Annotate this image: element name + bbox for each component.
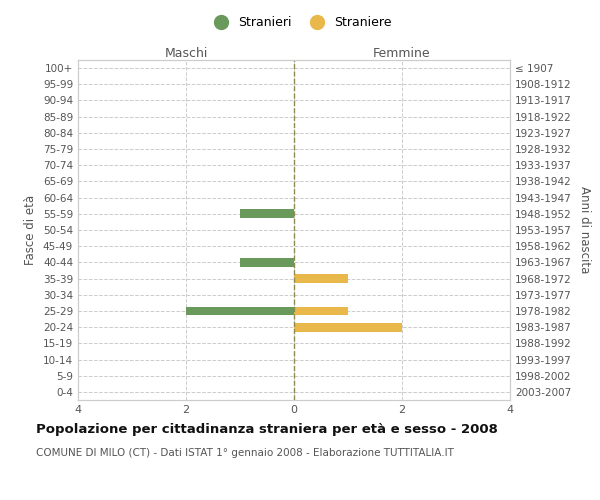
Bar bbox=[294, 274, 348, 283]
Text: Popolazione per cittadinanza straniera per età e sesso - 2008: Popolazione per cittadinanza straniera p… bbox=[36, 422, 498, 436]
Text: COMUNE DI MILO (CT) - Dati ISTAT 1° gennaio 2008 - Elaborazione TUTTITALIA.IT: COMUNE DI MILO (CT) - Dati ISTAT 1° genn… bbox=[36, 448, 454, 458]
Bar bbox=[240, 258, 294, 267]
Bar bbox=[240, 210, 294, 218]
Y-axis label: Anni di nascita: Anni di nascita bbox=[578, 186, 591, 274]
Bar bbox=[186, 306, 294, 316]
Text: Femmine: Femmine bbox=[373, 47, 431, 60]
Legend: Stranieri, Straniere: Stranieri, Straniere bbox=[203, 11, 397, 34]
Text: Maschi: Maschi bbox=[164, 47, 208, 60]
Bar bbox=[294, 322, 402, 332]
Bar bbox=[294, 306, 348, 316]
Y-axis label: Fasce di età: Fasce di età bbox=[25, 195, 37, 265]
